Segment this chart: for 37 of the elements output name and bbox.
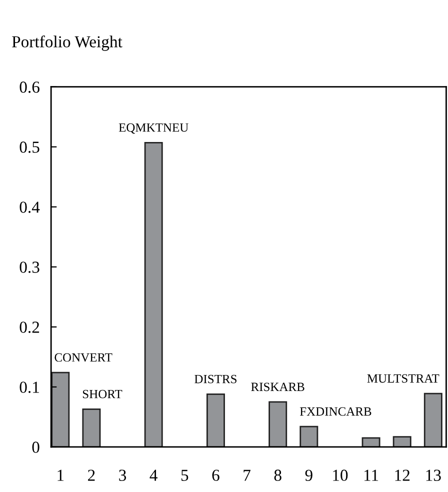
x-tick-label: 5 <box>181 470 188 481</box>
y-axis-title: Portfolio Weight <box>12 35 122 51</box>
bar <box>82 408 101 447</box>
bar <box>300 426 318 447</box>
annotation: CONVERT <box>54 353 112 362</box>
annotation: FXDINCARB <box>300 407 372 416</box>
x-tick-label: 2 <box>88 470 95 481</box>
y-tick-label: 0.4 <box>20 202 40 213</box>
bar <box>424 392 442 447</box>
annotation: DISTRS <box>194 374 236 384</box>
x-tick-label: 11 <box>364 470 378 481</box>
y-tick-label: 0.3 <box>20 262 40 273</box>
x-tick-label: 13 <box>426 470 441 481</box>
x-tick-label: 4 <box>150 470 158 481</box>
annotation: RISKARB <box>251 382 304 392</box>
y-tick-label: 0 <box>32 442 40 453</box>
annotation: MULTSTRAT <box>367 374 440 383</box>
y-tick-label: 0.1 <box>20 382 39 393</box>
x-tick-label: 1 <box>58 470 64 481</box>
bar <box>362 437 380 447</box>
y-tick-label: 0.5 <box>20 142 40 153</box>
x-tick-label: 8 <box>274 470 282 481</box>
x-tick-label: 12 <box>395 470 410 481</box>
y-tick-label: 0.6 <box>20 82 40 93</box>
y-tick-label: 0.2 <box>20 322 40 333</box>
bar <box>392 436 412 447</box>
x-tick-label: 7 <box>244 470 250 481</box>
bar <box>268 401 288 447</box>
annotation: EQMKTNEU <box>118 123 188 134</box>
bar <box>144 142 163 447</box>
bar <box>206 393 225 447</box>
x-tick-label: 10 <box>333 470 348 481</box>
x-tick-label: 6 <box>212 470 220 481</box>
x-tick-label: 9 <box>305 470 312 481</box>
x-tick-label: 3 <box>119 470 126 481</box>
bar <box>51 372 70 447</box>
annotation: SHORT <box>82 390 122 398</box>
